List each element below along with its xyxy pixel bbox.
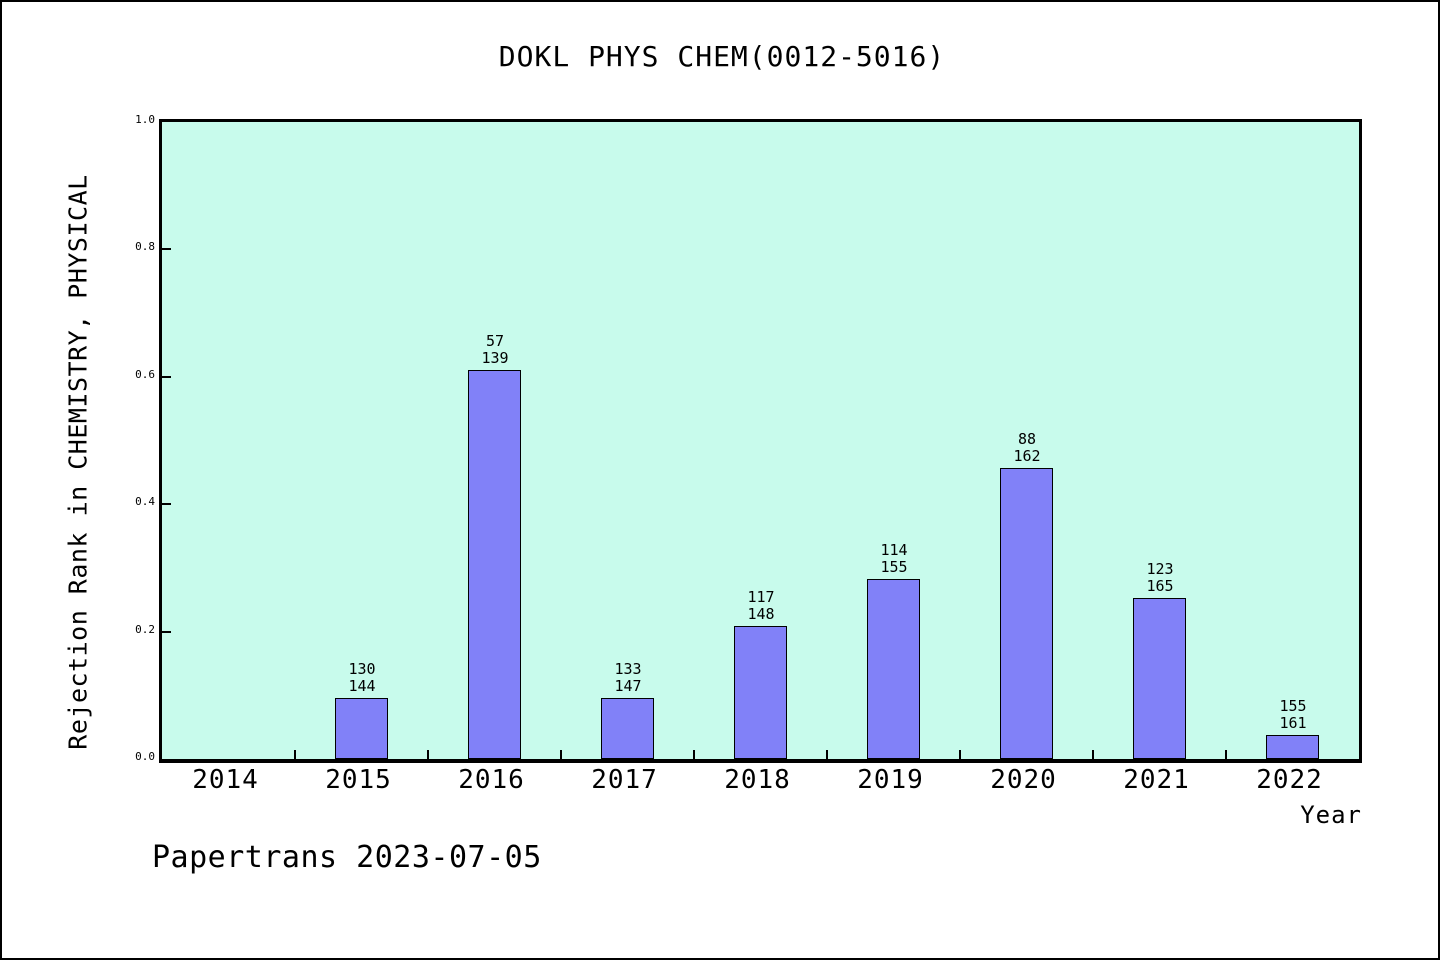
y-axis-label: Rejection Rank in CHEMISTRY, PHYSICAL — [63, 174, 93, 750]
bar-value-label-2017: 133 147 — [614, 660, 642, 695]
bar-value-label-2022: 155 161 — [1279, 697, 1307, 732]
bar-2017 — [601, 698, 654, 759]
x-tick-7 — [1092, 750, 1094, 759]
x-axis-title: Year — [1300, 801, 1362, 829]
x-tick-label-2021: 2021 — [1123, 765, 1190, 795]
bar-value-label-2016: 57 139 — [481, 332, 509, 367]
y-tick-label-0.8: 0.8 — [135, 240, 155, 254]
x-tick-8 — [1225, 750, 1227, 759]
bar-2022 — [1266, 735, 1319, 759]
x-tick-3 — [560, 750, 562, 759]
x-tick-label-2019: 2019 — [857, 765, 924, 795]
y-tick-label-0.2: 0.2 — [135, 622, 155, 636]
bar-value-label-2021: 123 165 — [1146, 560, 1174, 595]
x-tick-6 — [959, 750, 961, 759]
bar-2020 — [1000, 468, 1053, 759]
footer-watermark: Papertrans 2023-07-05 — [152, 840, 542, 875]
x-tick-5 — [826, 750, 828, 759]
bar-value-label-2018: 117 148 — [747, 588, 775, 623]
y-tick-0.6 — [162, 375, 171, 378]
x-tick-label-2016: 2016 — [458, 765, 525, 795]
bar-value-label-2020: 88 162 — [1013, 430, 1041, 465]
plot-inner: 130 144 57 139 133 147 117 148 114 155 88 162… — [162, 122, 1359, 759]
x-tick-label-2022: 2022 — [1256, 765, 1323, 795]
plot-area: 130 144 57 139 133 147 117 148 114 155 88 162… — [159, 119, 1362, 763]
y-tick-0.2 — [162, 630, 171, 633]
chart-title: DOKL PHYS CHEM(0012-5016) — [498, 40, 946, 73]
y-tick-label-1.0: 1.0 — [135, 113, 155, 126]
x-tick-1 — [294, 750, 296, 759]
bar-2021 — [1133, 598, 1186, 759]
y-tick-label-0.4: 0.4 — [135, 495, 155, 509]
x-tick-label-2015: 2015 — [325, 765, 392, 795]
y-tick-0.4 — [162, 503, 171, 506]
bar-2015 — [335, 698, 388, 759]
x-tick-2 — [427, 750, 429, 759]
bar-2016 — [468, 370, 521, 759]
bar-value-label-2019: 114 155 — [880, 541, 908, 576]
x-tick-label-2020: 2020 — [990, 765, 1057, 795]
x-tick-label-2017: 2017 — [591, 765, 658, 795]
x-tick-label-2018: 2018 — [724, 765, 791, 795]
y-tick-0.8 — [162, 248, 171, 251]
bar-2019 — [867, 579, 920, 759]
x-tick-4 — [693, 750, 695, 759]
y-tick-label-0.6: 0.6 — [135, 367, 155, 381]
x-tick-label-2014: 2014 — [192, 765, 259, 795]
bar-2018 — [734, 626, 787, 759]
bar-value-label-2015: 130 144 — [348, 660, 376, 695]
y-tick-label-0.0: 0.0 — [135, 750, 155, 763]
